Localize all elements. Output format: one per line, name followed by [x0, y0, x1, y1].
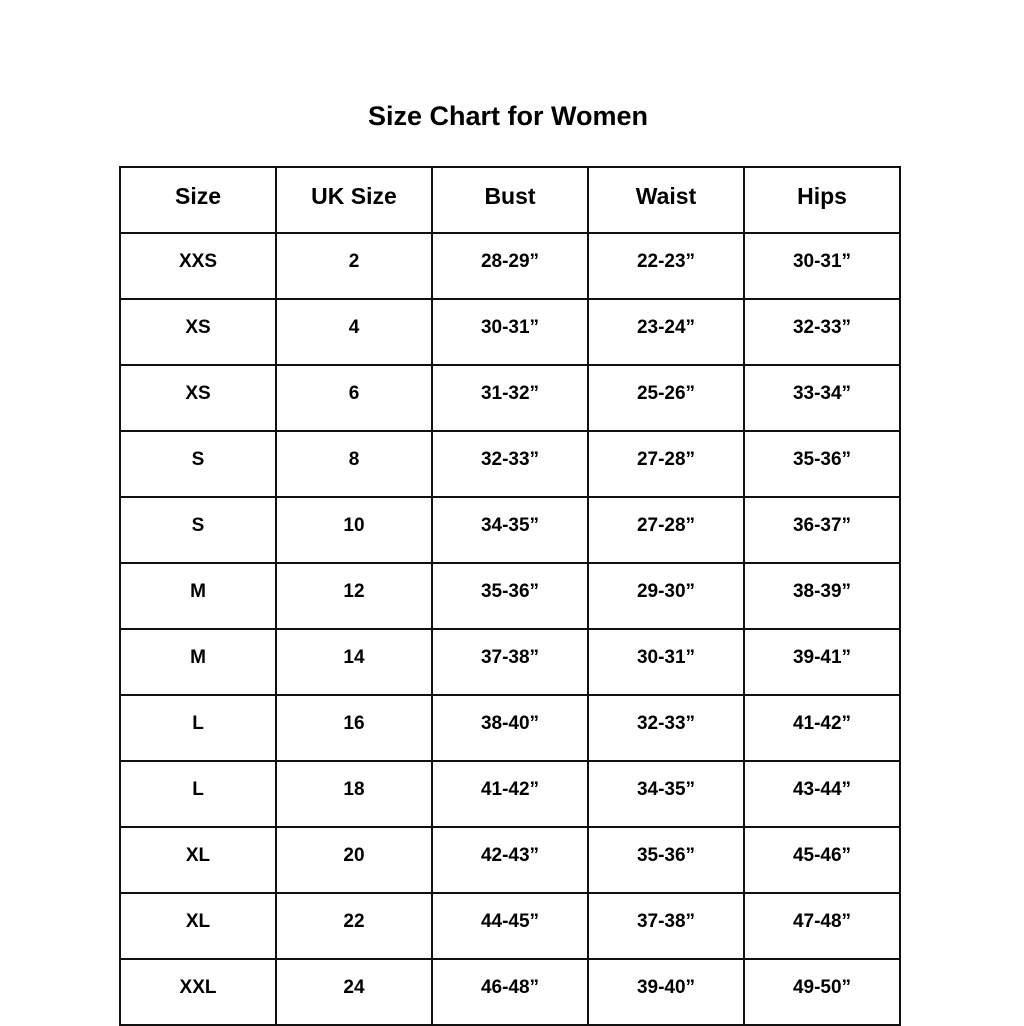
cell-hips: 32-33”	[743, 298, 901, 366]
cell-bust: 41-42”	[431, 760, 589, 828]
table-header-row: Size UK Size Bust Waist Hips	[119, 166, 901, 234]
cell-waist: 35-36”	[587, 826, 745, 894]
cell-bust: 31-32”	[431, 364, 589, 432]
cell-bust: 37-38”	[431, 628, 589, 696]
cell-size: S	[119, 430, 277, 498]
cell-uk-size: 20	[275, 826, 433, 894]
cell-waist: 23-24”	[587, 298, 745, 366]
size-chart-table: Size UK Size Bust Waist Hips XXS 2 28-29” 22-23…	[119, 166, 901, 1026]
cell-waist: 30-31”	[587, 628, 745, 696]
cell-bust: 38-40”	[431, 694, 589, 762]
cell-waist: 32-33”	[587, 694, 745, 762]
cell-uk-size: 12	[275, 562, 433, 630]
cell-size: M	[119, 628, 277, 696]
cell-hips: 45-46”	[743, 826, 901, 894]
cell-bust: 44-45”	[431, 892, 589, 960]
table-row: M 14 37-38” 30-31” 39-41”	[119, 628, 901, 696]
cell-hips: 47-48”	[743, 892, 901, 960]
cell-uk-size: 2	[275, 232, 433, 300]
table-row: XL 20 42-43” 35-36” 45-46”	[119, 826, 901, 894]
table-row: XXS 2 28-29” 22-23” 30-31”	[119, 232, 901, 300]
cell-size: XXL	[119, 958, 277, 1026]
cell-bust: 28-29”	[431, 232, 589, 300]
cell-bust: 42-43”	[431, 826, 589, 894]
cell-hips: 43-44”	[743, 760, 901, 828]
cell-waist: 27-28”	[587, 430, 745, 498]
cell-hips: 36-37”	[743, 496, 901, 564]
cell-uk-size: 8	[275, 430, 433, 498]
cell-uk-size: 24	[275, 958, 433, 1026]
cell-uk-size: 18	[275, 760, 433, 828]
cell-uk-size: 14	[275, 628, 433, 696]
table-row: XS 6 31-32” 25-26” 33-34”	[119, 364, 901, 432]
cell-size: L	[119, 760, 277, 828]
table-row: XXL 24 46-48” 39-40” 49-50”	[119, 958, 901, 1026]
cell-waist: 25-26”	[587, 364, 745, 432]
column-header-hips: Hips	[743, 166, 901, 234]
cell-hips: 49-50”	[743, 958, 901, 1026]
cell-hips: 41-42”	[743, 694, 901, 762]
cell-hips: 30-31”	[743, 232, 901, 300]
table-row: XS 4 30-31” 23-24” 32-33”	[119, 298, 901, 366]
cell-waist: 22-23”	[587, 232, 745, 300]
cell-waist: 27-28”	[587, 496, 745, 564]
cell-size: XXS	[119, 232, 277, 300]
cell-hips: 39-41”	[743, 628, 901, 696]
cell-hips: 33-34”	[743, 364, 901, 432]
table-row: S 8 32-33” 27-28” 35-36”	[119, 430, 901, 498]
table-row: L 18 41-42” 34-35” 43-44”	[119, 760, 901, 828]
cell-size: L	[119, 694, 277, 762]
cell-size: S	[119, 496, 277, 564]
cell-size: XL	[119, 826, 277, 894]
cell-bust: 34-35”	[431, 496, 589, 564]
table-row: XL 22 44-45” 37-38” 47-48”	[119, 892, 901, 960]
table-row: S 10 34-35” 27-28” 36-37”	[119, 496, 901, 564]
cell-size: XL	[119, 892, 277, 960]
table-row: L 16 38-40” 32-33” 41-42”	[119, 694, 901, 762]
cell-waist: 29-30”	[587, 562, 745, 630]
cell-waist: 37-38”	[587, 892, 745, 960]
table-row: M 12 35-36” 29-30” 38-39”	[119, 562, 901, 630]
cell-waist: 34-35”	[587, 760, 745, 828]
column-header-uk-size: UK Size	[275, 166, 433, 234]
column-header-bust: Bust	[431, 166, 589, 234]
cell-uk-size: 4	[275, 298, 433, 366]
cell-hips: 35-36”	[743, 430, 901, 498]
cell-waist: 39-40”	[587, 958, 745, 1026]
column-header-size: Size	[119, 166, 277, 234]
cell-bust: 32-33”	[431, 430, 589, 498]
cell-size: M	[119, 562, 277, 630]
cell-size: XS	[119, 364, 277, 432]
cell-bust: 46-48”	[431, 958, 589, 1026]
cell-bust: 35-36”	[431, 562, 589, 630]
cell-uk-size: 22	[275, 892, 433, 960]
cell-uk-size: 6	[275, 364, 433, 432]
column-header-waist: Waist	[587, 166, 745, 234]
page-title: Size Chart for Women	[367, 101, 649, 131]
cell-uk-size: 10	[275, 496, 433, 564]
cell-bust: 30-31”	[431, 298, 589, 366]
cell-hips: 38-39”	[743, 562, 901, 630]
cell-size: XS	[119, 298, 277, 366]
table-body: XXS 2 28-29” 22-23” 30-31” XS 4 30-31” 23-24” 32-…	[119, 232, 901, 1026]
cell-uk-size: 16	[275, 694, 433, 762]
